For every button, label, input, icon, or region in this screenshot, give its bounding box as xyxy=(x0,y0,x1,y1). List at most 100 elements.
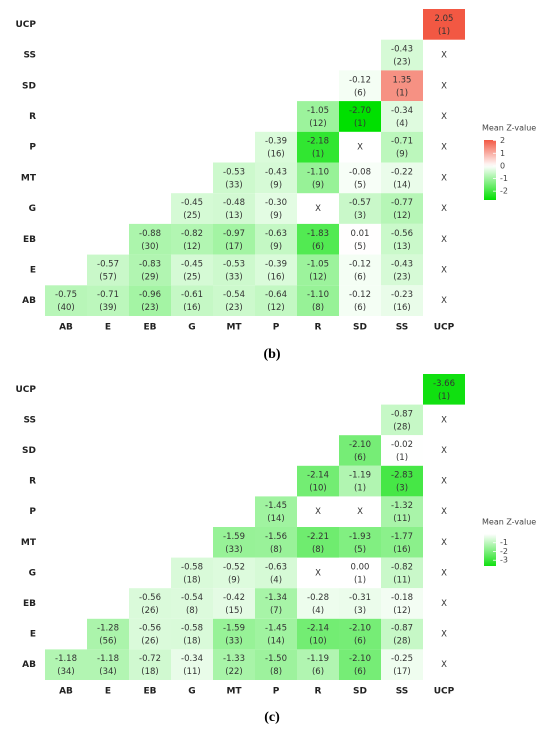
y-tick-label: SS xyxy=(23,51,36,61)
cell xyxy=(213,162,255,194)
cell xyxy=(129,588,171,619)
x-tick-label: G xyxy=(188,687,195,697)
cell xyxy=(297,527,339,558)
value-label: X xyxy=(441,568,447,578)
cell xyxy=(381,101,423,132)
count-label: (34) xyxy=(99,667,116,677)
cell xyxy=(381,527,423,558)
y-tick-label: SS xyxy=(23,415,36,425)
x-tick-label: UCP xyxy=(434,323,455,333)
cell xyxy=(45,285,87,316)
y-tick-label: R xyxy=(29,477,36,487)
cell xyxy=(381,131,423,163)
cell xyxy=(171,649,213,680)
count-label: (10) xyxy=(309,637,326,647)
count-label: (6) xyxy=(312,242,324,252)
count-label: (23) xyxy=(225,303,242,313)
value-label: -0.28 xyxy=(307,593,329,603)
cell xyxy=(339,618,381,650)
cell xyxy=(381,496,423,527)
value-label: -1.45 xyxy=(265,501,287,511)
value-label: -2.70 xyxy=(349,106,371,116)
y-tick-label: AB xyxy=(22,660,36,670)
value-label: -0.39 xyxy=(265,259,287,269)
count-label: (23) xyxy=(393,58,410,68)
x-tick-label: EB xyxy=(143,323,156,333)
value-label: -0.58 xyxy=(181,562,203,572)
value-label: -2.21 xyxy=(307,532,329,542)
count-label: (1) xyxy=(438,27,450,37)
value-label: -0.39 xyxy=(265,137,287,147)
count-label: (1) xyxy=(354,119,366,129)
cell xyxy=(255,618,297,650)
cell xyxy=(339,254,381,286)
value-label: -0.82 xyxy=(181,229,203,239)
value-label: -1.10 xyxy=(307,167,329,177)
colorbar-tick-label: -2 xyxy=(500,187,508,196)
y-tick-label: R xyxy=(29,112,36,122)
value-label: -0.87 xyxy=(391,409,413,419)
count-label: (33) xyxy=(225,545,242,555)
value-label: -0.48 xyxy=(223,198,245,208)
value-label: -0.12 xyxy=(349,75,371,85)
count-label: (1) xyxy=(438,392,450,402)
count-label: (18) xyxy=(183,575,200,585)
count-label: (9) xyxy=(270,242,282,252)
count-label: (34) xyxy=(57,667,74,677)
count-label: (8) xyxy=(270,667,282,677)
value-label: -2.14 xyxy=(307,624,329,634)
value-label: 0.01 xyxy=(351,229,370,239)
value-label: -0.75 xyxy=(55,290,77,300)
value-label: -1.59 xyxy=(223,624,245,634)
value-label: -0.45 xyxy=(181,198,203,208)
count-label: (28) xyxy=(393,422,410,432)
cell xyxy=(45,649,87,680)
count-label: (33) xyxy=(225,272,242,282)
y-tick-label: EB xyxy=(23,235,36,245)
cell xyxy=(381,254,423,286)
value-label: X xyxy=(441,81,447,91)
value-label: -0.96 xyxy=(139,290,161,300)
value-label: -0.87 xyxy=(391,624,413,634)
cell xyxy=(339,435,381,466)
value-label: X xyxy=(441,235,447,245)
cell xyxy=(129,223,171,255)
value-label: -0.18 xyxy=(391,593,413,603)
cell xyxy=(381,465,423,497)
value-label: X xyxy=(441,477,447,487)
value-label: -0.71 xyxy=(391,137,413,147)
count-label: (23) xyxy=(393,272,410,282)
cell xyxy=(423,9,465,40)
value-label: -1.93 xyxy=(349,532,371,542)
cell xyxy=(339,193,381,224)
cell xyxy=(297,649,339,680)
value-label: -0.61 xyxy=(181,290,203,300)
colorbar-tick-label: 1 xyxy=(500,149,505,158)
count-label: (26) xyxy=(141,637,158,647)
cell xyxy=(255,496,297,527)
y-tick-label: AB xyxy=(22,296,36,306)
y-tick-label: E xyxy=(30,630,36,640)
cell xyxy=(381,557,423,589)
count-label: (16) xyxy=(393,303,410,313)
count-label: (10) xyxy=(309,484,326,494)
colorbar xyxy=(484,534,496,566)
value-label: -1.59 xyxy=(223,532,245,542)
cell xyxy=(213,588,255,619)
x-tick-label: SD xyxy=(353,323,367,333)
cell xyxy=(129,618,171,650)
cell xyxy=(339,101,381,132)
value-label: -0.42 xyxy=(223,593,245,603)
value-label: -1.50 xyxy=(265,654,287,664)
count-label: (16) xyxy=(267,150,284,160)
value-label: X xyxy=(315,507,321,517)
cell xyxy=(339,557,381,589)
x-tick-label: R xyxy=(315,323,322,333)
count-label: (12) xyxy=(309,119,326,129)
value-label: -1.10 xyxy=(307,290,329,300)
count-label: (11) xyxy=(393,575,410,585)
count-label: (33) xyxy=(225,637,242,647)
value-label: -0.08 xyxy=(349,167,371,177)
count-label: (3) xyxy=(354,211,366,221)
